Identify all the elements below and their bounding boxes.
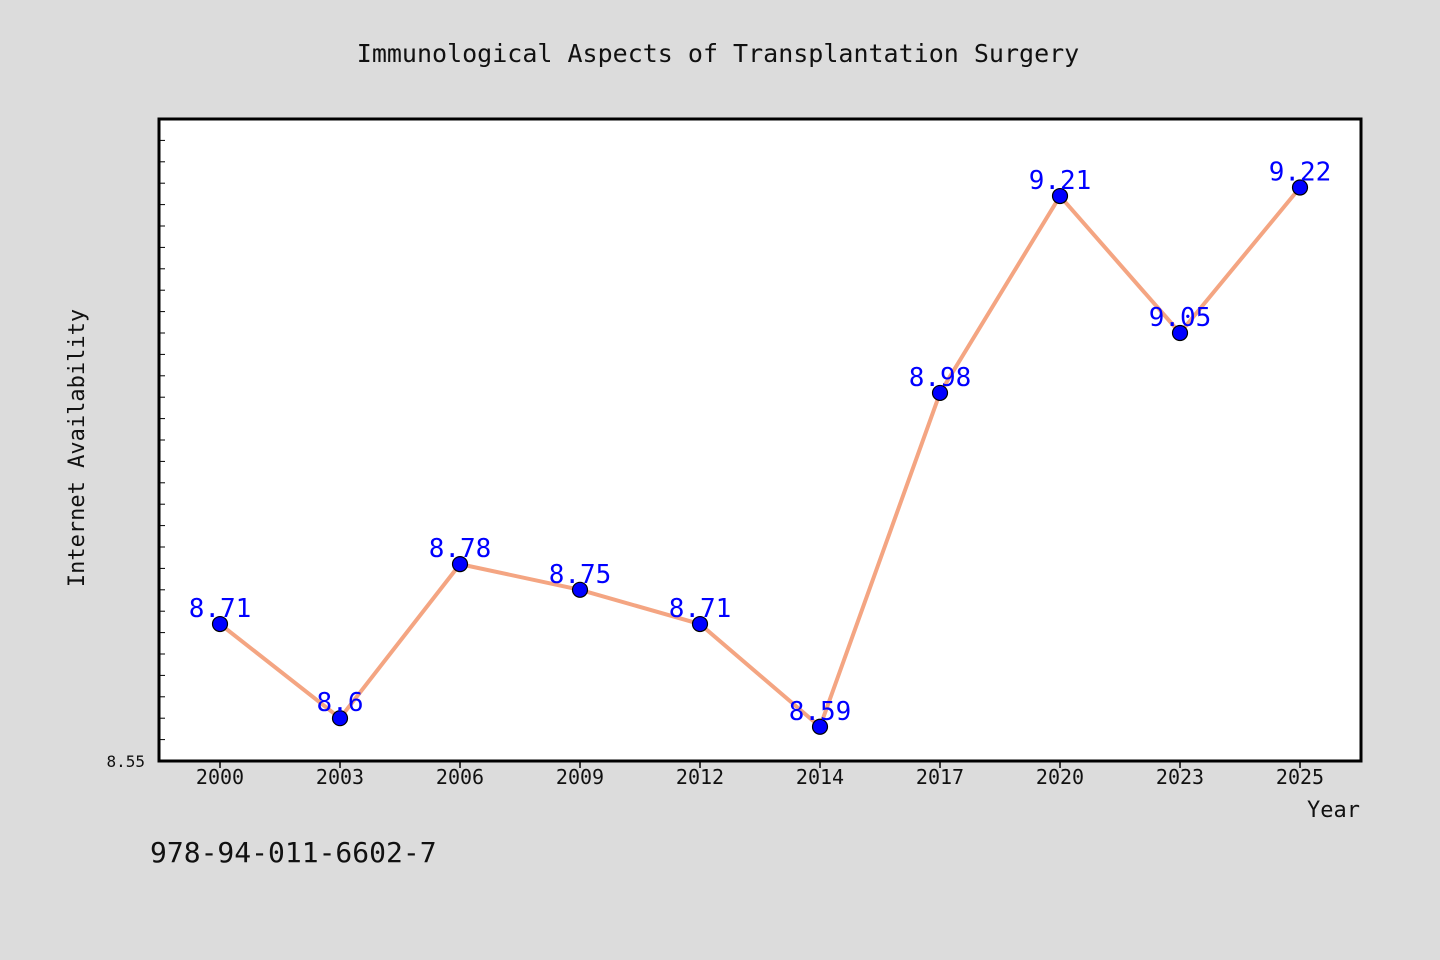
- series-line: [218, 185, 1302, 729]
- data-point: [811, 718, 829, 735]
- data-point: [691, 615, 709, 633]
- x-tick-label: 2014: [796, 765, 844, 789]
- x-tick-label: 2025: [1276, 765, 1324, 789]
- y-axis-ticks: [159, 139, 165, 741]
- x-tick-label: 2006: [436, 765, 484, 789]
- data-point: [1291, 179, 1309, 196]
- x-tick-label: 2023: [1156, 765, 1204, 789]
- data-label: 8.59: [789, 697, 852, 727]
- data-label: 8.98: [909, 363, 972, 393]
- x-axis-ticks: 2000 2003 2006 2009 2012 2014 2017 2020 2023 2025: [196, 761, 1324, 789]
- footer-isbn: 978-94-011-6602-7: [150, 836, 437, 869]
- data-point: [571, 581, 589, 598]
- data-point: [451, 556, 469, 573]
- data-label: 8.71: [189, 594, 252, 624]
- x-tick-label: 2017: [916, 765, 964, 789]
- data-labels: 8.71 8.6 8.78 8.75 8.71 8.59 8.98 9.21 9.05 9.22: [189, 157, 1332, 726]
- data-point: [331, 710, 349, 727]
- x-axis-label: Year: [1307, 798, 1360, 823]
- data-label: 8.78: [429, 534, 492, 564]
- data-label: 9.22: [1269, 157, 1332, 187]
- data-label: 9.21: [1029, 166, 1092, 196]
- data-label: 8.75: [549, 560, 612, 590]
- x-tick-label: 2003: [316, 765, 364, 789]
- x-tick-label: 2020: [1036, 765, 1084, 789]
- data-points: [211, 179, 1309, 735]
- x-tick-label: 2009: [556, 765, 604, 789]
- y-axis-label: Internet Availability: [65, 309, 90, 587]
- chart-title: Immunological Aspects of Transplantation…: [357, 39, 1079, 68]
- y-tick-label-min: 8.55: [106, 752, 145, 771]
- data-point: [931, 384, 949, 402]
- data-point: [1051, 187, 1069, 205]
- data-point: [211, 615, 229, 633]
- plot-area: [157, 117, 1363, 763]
- x-tick-label: 2012: [676, 765, 724, 789]
- data-point: [1171, 324, 1189, 342]
- data-label: 8.6: [317, 688, 364, 718]
- x-tick-label: 2000: [196, 765, 244, 789]
- data-label: 9.05: [1149, 303, 1212, 333]
- data-label: 8.71: [669, 594, 732, 624]
